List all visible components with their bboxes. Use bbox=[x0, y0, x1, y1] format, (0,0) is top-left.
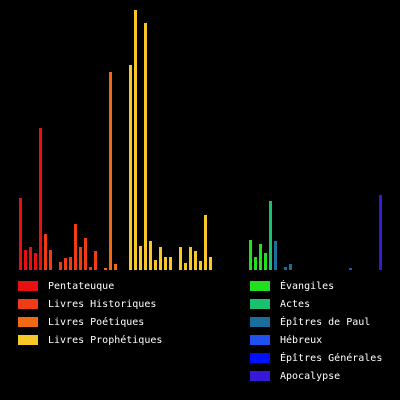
bar bbox=[159, 247, 162, 270]
legend-swatch bbox=[250, 299, 270, 309]
bar bbox=[139, 246, 142, 270]
bar bbox=[349, 268, 352, 270]
bar bbox=[284, 267, 287, 270]
bar bbox=[134, 10, 137, 270]
bar bbox=[249, 240, 252, 270]
bar bbox=[59, 262, 62, 270]
bar bbox=[89, 267, 92, 270]
legend-swatch bbox=[250, 353, 270, 363]
bar bbox=[254, 257, 257, 270]
bar bbox=[184, 263, 187, 270]
bar bbox=[104, 268, 107, 270]
bar bbox=[264, 253, 267, 270]
legend-label: Apocalypse bbox=[280, 371, 340, 382]
legend-swatch bbox=[18, 299, 38, 309]
legend-swatch bbox=[250, 371, 270, 381]
legend-label: Livres Historiques bbox=[48, 299, 156, 310]
legend-swatch bbox=[18, 317, 38, 327]
bar bbox=[204, 215, 207, 270]
legend-label: Hébreux bbox=[280, 334, 322, 346]
bar bbox=[274, 241, 277, 270]
legend-swatch bbox=[250, 317, 270, 327]
bar bbox=[144, 23, 147, 270]
bar bbox=[69, 257, 72, 270]
bar bbox=[24, 250, 27, 270]
bar bbox=[209, 257, 212, 270]
bar bbox=[44, 234, 47, 270]
legend-label: Évangiles bbox=[280, 279, 334, 292]
legend-label: Épîtres Générales bbox=[280, 351, 382, 364]
legend-label: Livres Poétiques bbox=[48, 316, 144, 328]
bar bbox=[194, 251, 197, 270]
bar bbox=[379, 195, 382, 270]
bar bbox=[199, 261, 202, 270]
bar bbox=[39, 128, 42, 270]
bar bbox=[189, 247, 192, 270]
bar bbox=[74, 224, 77, 270]
bar bbox=[79, 247, 82, 270]
legend-label: Livres Prophétiques bbox=[48, 334, 162, 346]
bar bbox=[29, 247, 32, 270]
bar bbox=[19, 198, 22, 270]
legend-swatch bbox=[18, 281, 38, 291]
bar bbox=[154, 260, 157, 270]
legend-swatch bbox=[250, 281, 270, 291]
bar bbox=[169, 257, 172, 270]
legend-label: Pentateuque bbox=[48, 281, 114, 292]
bar bbox=[289, 264, 292, 270]
legend-label: Actes bbox=[280, 299, 310, 310]
bar bbox=[179, 247, 182, 270]
bar bbox=[164, 257, 167, 270]
bar bbox=[64, 258, 67, 270]
legend-label: Épîtres de Paul bbox=[280, 315, 370, 328]
legend-swatch bbox=[18, 335, 38, 345]
bar bbox=[34, 253, 37, 270]
bar bbox=[259, 244, 262, 270]
bar bbox=[129, 65, 132, 270]
bar bbox=[49, 250, 52, 270]
bar bbox=[269, 201, 272, 270]
bar bbox=[84, 238, 87, 270]
bar bbox=[114, 264, 117, 270]
bar bbox=[109, 72, 112, 270]
bar bbox=[94, 251, 97, 270]
legend-swatch bbox=[250, 335, 270, 345]
bar bbox=[149, 241, 152, 270]
